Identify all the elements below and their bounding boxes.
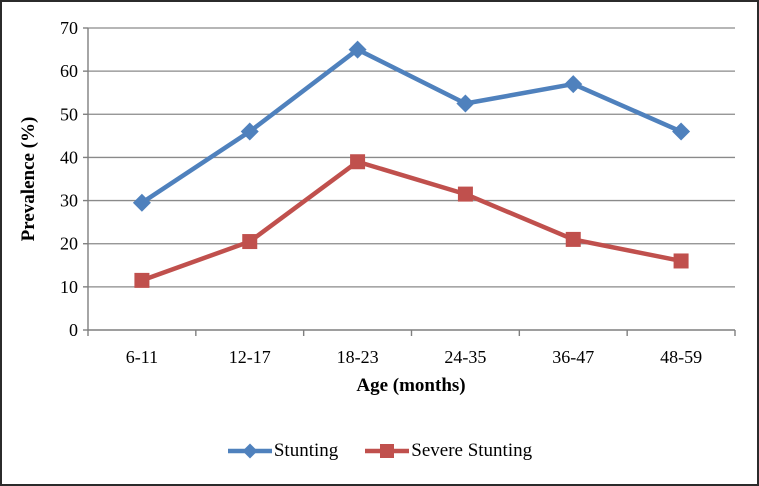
x-tick-label: 24-35 — [444, 347, 486, 367]
stunting-data-point-marker — [240, 122, 259, 141]
severe-stunting-data-point-marker — [242, 234, 258, 250]
x-tick-label: 12-17 — [229, 347, 271, 367]
stunting-data-point-marker — [456, 94, 475, 113]
x-tick-label: 48-59 — [660, 347, 702, 367]
x-axis-title: Age (months) — [356, 375, 466, 396]
series-line-severe-stunting — [139, 159, 684, 283]
y-tick-label: 60 — [60, 61, 78, 81]
severe-stunting-data-point-marker — [457, 186, 473, 202]
severe-stunting-data-point-marker — [350, 154, 366, 170]
y-tick-label: 30 — [60, 191, 78, 211]
severe-stunting-data-point-marker — [134, 272, 150, 288]
y-tick-label: 0 — [69, 320, 78, 340]
severe-stunting-square-icon — [365, 444, 410, 458]
y-tick-label: 50 — [60, 104, 78, 124]
x-tick-label: 6-11 — [126, 347, 158, 367]
stunting-diamond-icon — [227, 443, 272, 459]
stunting-data-point-marker — [672, 122, 691, 141]
stunting-data-point-marker — [132, 193, 151, 212]
y-tick-label: 40 — [60, 147, 78, 167]
stunting-data-point-marker — [348, 40, 367, 59]
legend-label-severe-stunting: Severe Stunting — [411, 440, 533, 461]
y-tick-label: 10 — [60, 277, 78, 297]
series-line-stunting — [139, 47, 684, 205]
y-tick-label: 70 — [60, 18, 78, 38]
severe-stunting-data-point-marker — [565, 231, 581, 247]
x-tick-label: 18-23 — [337, 347, 379, 367]
y-axis-title: Prevalence (%) — [18, 116, 39, 242]
severe-stunting-data-point-marker — [673, 253, 689, 269]
stunting-data-point-marker — [564, 75, 583, 94]
x-tick-label: 36-47 — [552, 347, 594, 367]
legend-item-severe-stunting: Severe Stunting — [364, 440, 532, 462]
legend-item-stunting: Stunting — [227, 440, 338, 462]
legend-label-stunting: Stunting — [273, 440, 339, 461]
legend: Stunting Severe Stunting — [2, 440, 757, 462]
y-tick-label: 20 — [60, 234, 78, 254]
